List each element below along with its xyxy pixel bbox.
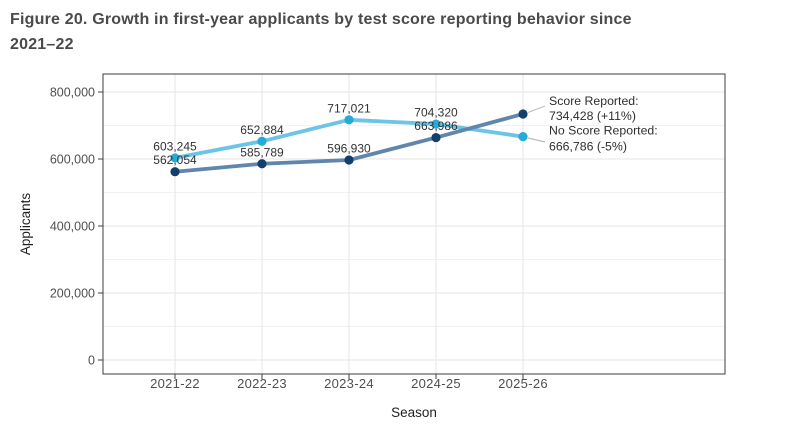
data-point-label-score-reported: 585,789 bbox=[240, 145, 284, 159]
panel-border bbox=[102, 73, 726, 375]
data-point-score-reported bbox=[518, 109, 528, 119]
applicants-line-chart: 0 200,000 400,000 600,000 800,000 2021-22 2022… bbox=[18, 73, 726, 420]
x-tick-label: 2022-23 bbox=[237, 376, 287, 391]
data-point-label-score-reported: 663,986 bbox=[414, 119, 458, 133]
data-point-no-score-reported bbox=[518, 132, 528, 142]
y-tick-label: 600,000 bbox=[50, 153, 95, 167]
data-point-label-score-reported: 562,054 bbox=[153, 153, 197, 167]
annotation-text-score-reported: Score Reported: bbox=[549, 94, 639, 108]
data-point-no-score-reported bbox=[431, 119, 441, 129]
annotation-text-no-score-reported: No Score Reported: bbox=[549, 124, 658, 138]
data-point-label-no-score-reported: 704,320 bbox=[414, 106, 458, 120]
x-tick-label: 2023-24 bbox=[324, 376, 374, 391]
data-point-label-no-score-reported: 603,245 bbox=[153, 139, 197, 153]
data-point-no-score-reported bbox=[344, 115, 354, 125]
data-point-score-reported bbox=[257, 159, 267, 169]
annotation-text-score-reported: 734,428 (+11%) bbox=[549, 109, 636, 123]
figure-title-line-1: Figure 20. Growth in first-year applican… bbox=[10, 11, 632, 28]
y-tick-label: 400,000 bbox=[50, 220, 95, 234]
data-point-score-reported bbox=[170, 167, 180, 177]
x-tick-label: 2025-26 bbox=[498, 376, 548, 391]
data-point-label-no-score-reported: 652,884 bbox=[240, 123, 284, 137]
x-tick-label: 2021-22 bbox=[150, 376, 200, 391]
y-tick-label: 200,000 bbox=[50, 287, 95, 301]
data-point-label-no-score-reported: 717,021 bbox=[327, 101, 371, 115]
x-tick-label: 2024-25 bbox=[411, 376, 461, 391]
x-axis-title: Season bbox=[391, 405, 437, 420]
y-tick-label: 0 bbox=[88, 354, 95, 368]
annotation-text-no-score-reported: 666,786 (-5%) bbox=[549, 140, 627, 154]
figure-title: Figure 20. Growth in first-year applican… bbox=[0, 0, 785, 57]
annotation-leader-score-reported bbox=[527, 105, 546, 114]
y-axis-title: Applicants bbox=[18, 193, 33, 256]
annotation-leader-no-score-reported bbox=[527, 137, 546, 143]
figure-title-line-2: 2021–22 bbox=[10, 36, 74, 53]
data-point-no-score-reported bbox=[257, 136, 267, 146]
data-point-no-score-reported bbox=[170, 153, 180, 163]
data-point-score-reported bbox=[431, 132, 441, 143]
chart-area: 0 200,000 400,000 600,000 800,000 2021-22 2022… bbox=[0, 60, 785, 441]
data-point-label-score-reported: 596,930 bbox=[327, 142, 371, 156]
y-tick-label: 800,000 bbox=[50, 86, 95, 100]
data-point-score-reported bbox=[344, 155, 354, 165]
